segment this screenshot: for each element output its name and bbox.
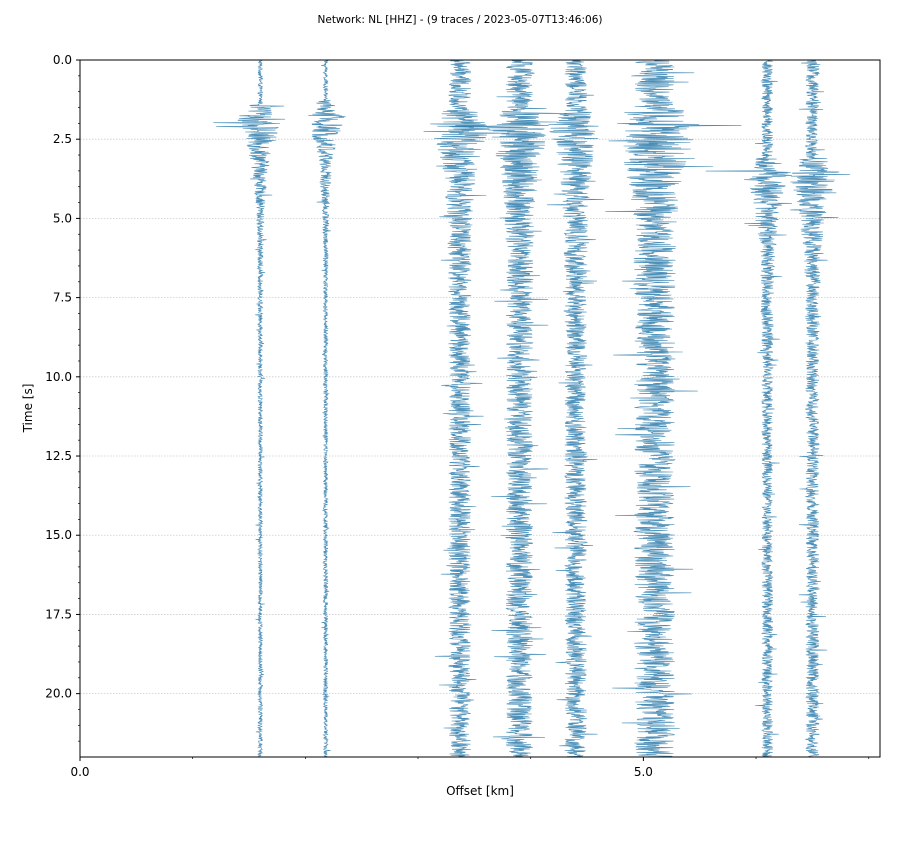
- x-axis: 0.0 5.0: [70, 757, 870, 779]
- seismic-trace: [213, 59, 286, 758]
- chart-title: Network: NL [HHZ] - (9 traces / 2023-05-…: [318, 14, 603, 26]
- y-tick-label: 5.0: [53, 211, 72, 225]
- seismic-trace: [605, 59, 742, 758]
- seismic-trace: [790, 59, 851, 758]
- y-tick-label: 10.0: [45, 370, 72, 384]
- seismic-trace: [705, 59, 792, 758]
- y-axis-label: Time [s]: [21, 384, 35, 434]
- seismic-trace: [423, 59, 510, 758]
- y-tick-label: 2.5: [53, 132, 72, 146]
- seismic-trace: [308, 59, 346, 758]
- y-tick-label: 15.0: [45, 528, 72, 542]
- y-tick-label: 17.5: [45, 607, 72, 621]
- y-tick-label: 7.5: [53, 291, 72, 305]
- y-tick-label: 0.0: [53, 53, 72, 67]
- seismic-trace: [449, 59, 566, 758]
- plot-frame: [79, 59, 881, 758]
- seismic-trace: [546, 59, 604, 758]
- y-tick-label: 20.0: [45, 687, 72, 701]
- x-axis-label: Offset [km]: [446, 784, 514, 798]
- x-tick-label: 0.0: [70, 765, 89, 779]
- y-tick-label: 12.5: [45, 449, 72, 463]
- y-axis: 0.0 2.5 5.0 7.5 10.0 12.5 15.0 17.5 20.0: [45, 53, 80, 742]
- trace-group: [213, 59, 851, 758]
- x-tick-label: 5.0: [634, 765, 653, 779]
- grid-lines: [80, 138, 880, 695]
